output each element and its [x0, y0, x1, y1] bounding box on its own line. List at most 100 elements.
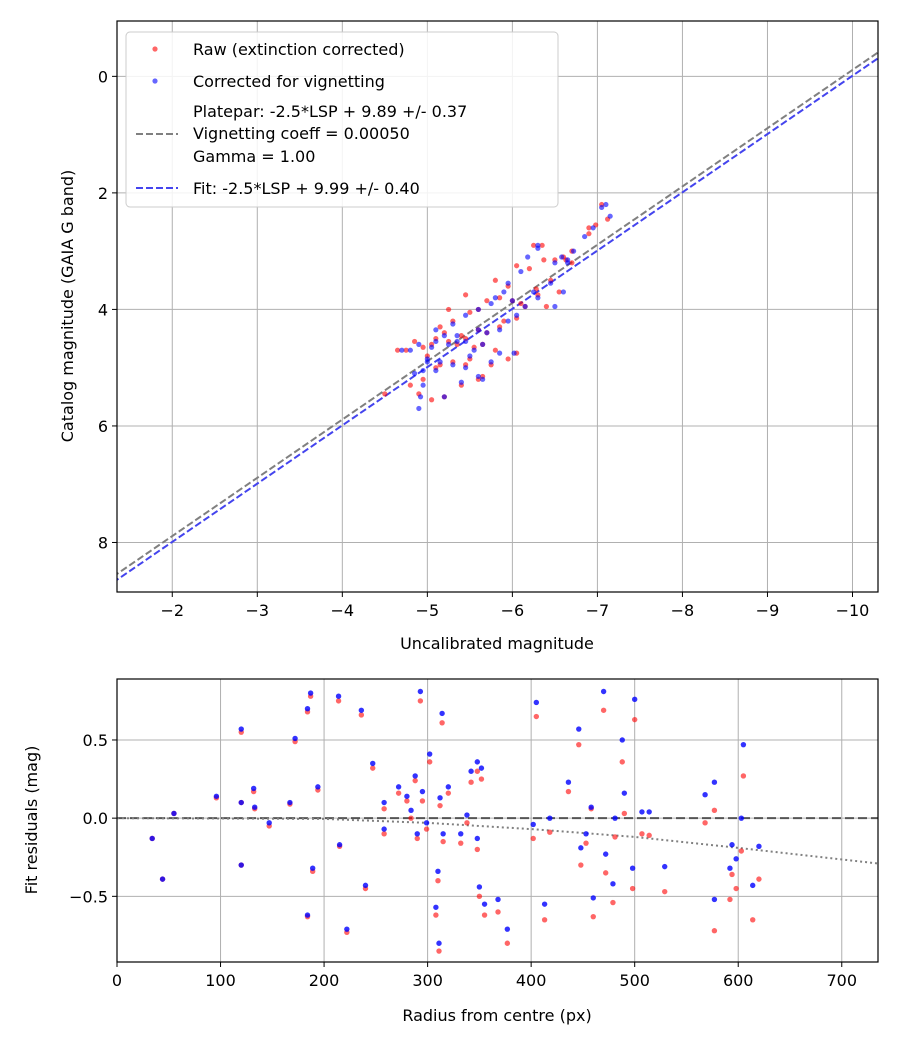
- raw-residual-point: [702, 820, 708, 826]
- raw-residual-point: [565, 788, 572, 795]
- y-tick-label: 2: [98, 184, 108, 203]
- corrected-point: [603, 201, 609, 208]
- x-tick-label: −2: [160, 601, 184, 620]
- x-tick-label: 500: [619, 971, 650, 990]
- corrected-residual-point: [238, 862, 244, 868]
- y-tick-label: 6: [98, 417, 108, 436]
- corrected-point: [505, 318, 511, 324]
- corrected-point: [463, 338, 469, 345]
- x-tick-label: −6: [501, 601, 525, 620]
- corrected-residual-point: [159, 876, 166, 882]
- raw-residual-point: [600, 707, 607, 713]
- raw-residual-point: [445, 790, 452, 796]
- corrected-residual-point: [408, 807, 414, 814]
- y-tick-label: 8: [98, 533, 108, 552]
- corrected-point: [509, 298, 515, 304]
- residuals-plot-ylabel: Fit residuals (mag): [22, 746, 41, 895]
- corrected-residual-point: [602, 851, 609, 857]
- raw-point: [403, 347, 409, 353]
- raw-residual-point: [646, 832, 652, 839]
- raw-point: [492, 347, 498, 353]
- raw-point: [411, 338, 418, 345]
- raw-point: [501, 318, 507, 324]
- corrected-residual-point: [474, 835, 481, 842]
- raw-point: [420, 376, 426, 382]
- corrected-residual-point: [478, 765, 485, 771]
- corrected-residual-point: [547, 815, 553, 821]
- corrected-residual-point: [750, 882, 756, 889]
- x-tick-label: 600: [723, 971, 754, 990]
- corrected-residual-point: [437, 795, 443, 801]
- corrected-point: [411, 370, 418, 377]
- legend: Raw (extinction corrected) Corrected for…: [125, 31, 559, 208]
- corrected-point: [571, 248, 577, 254]
- corrected-residual-point: [576, 726, 582, 732]
- raw-residual-point: [504, 940, 511, 946]
- corrected-point: [450, 362, 456, 368]
- corrected-point: [429, 344, 435, 350]
- y-tick-label: −0.5: [69, 887, 108, 906]
- corrected-residual-point: [711, 779, 718, 785]
- corrected-residual-point: [419, 788, 426, 795]
- x-tick-label: −5: [416, 601, 440, 620]
- magnitude-plot: −2 −3 −4 −5 −6 −7 −8 −9 −10 0 2 4 6 8 Uncalibrated ma…: [58, 20, 879, 653]
- raw-residual-point: [750, 917, 756, 923]
- corrected-residual-point: [304, 706, 311, 712]
- raw-residual-point: [756, 876, 762, 882]
- corrected-point: [535, 245, 541, 251]
- corrected-residual-point: [335, 693, 342, 699]
- corrected-point: [552, 260, 558, 266]
- raw-residual-point: [433, 912, 439, 918]
- magnitude-plot-ticks: −2 −3 −4 −5 −6 −7 −8 −9 −10 0 2 4 6 8: [98, 67, 870, 620]
- residuals-plot-grid: [116, 679, 878, 962]
- y-tick-label: 4: [98, 300, 108, 319]
- raw-residual-point: [590, 913, 596, 920]
- raw-residual-point: [729, 871, 735, 878]
- raw-point: [586, 225, 592, 231]
- corrected-point: [441, 333, 447, 339]
- corrected-point: [475, 306, 481, 313]
- raw-point: [539, 242, 545, 248]
- corrected-point: [582, 233, 588, 240]
- raw-residual-point: [381, 831, 387, 837]
- legend-label-platepar-3: Gamma = 1.00: [193, 147, 315, 166]
- corrected-residual-point: [370, 760, 376, 767]
- corrected-point: [463, 312, 469, 318]
- corrected-point: [497, 327, 503, 333]
- corrected-point: [548, 280, 554, 286]
- raw-point: [492, 277, 498, 283]
- corrected-residual-point: [423, 820, 430, 826]
- raw-residual-point: [408, 815, 414, 821]
- corrected-point: [511, 350, 517, 356]
- corrected-residual-point: [619, 737, 625, 743]
- raw-residual-point: [358, 712, 365, 718]
- corrected-residual-point: [336, 842, 343, 848]
- corrected-residual-point: [629, 865, 636, 871]
- corrected-point: [417, 394, 424, 400]
- x-tick-label: −4: [331, 601, 355, 620]
- raw-residual-point: [404, 798, 410, 804]
- raw-point: [556, 289, 562, 295]
- raw-point: [446, 306, 452, 313]
- raw-residual-point: [474, 846, 481, 853]
- legend-label-raw: Raw (extinction corrected): [193, 40, 405, 59]
- y-tick-label: 0.5: [83, 731, 108, 750]
- raw-residual-point: [740, 773, 747, 779]
- corrected-residual-point: [631, 696, 638, 703]
- corrected-residual-point: [476, 884, 483, 890]
- corrected-residual-point: [252, 804, 258, 810]
- corrected-point: [407, 347, 413, 353]
- raw-residual-point: [547, 829, 553, 835]
- corrected-residual-point: [417, 688, 424, 695]
- raw-point: [497, 295, 503, 301]
- corrected-residual-point: [412, 773, 418, 779]
- y-tick-label: 0: [98, 67, 108, 86]
- corrected-residual-point: [740, 741, 747, 748]
- raw-residual-point: [610, 899, 616, 906]
- corrected-point: [492, 295, 498, 301]
- corrected-residual-point: [287, 799, 293, 806]
- legend-marker-raw: [152, 46, 158, 52]
- corrected-residual-point: [344, 926, 350, 932]
- raw-point: [458, 333, 464, 339]
- corrected-residual-point: [600, 688, 607, 695]
